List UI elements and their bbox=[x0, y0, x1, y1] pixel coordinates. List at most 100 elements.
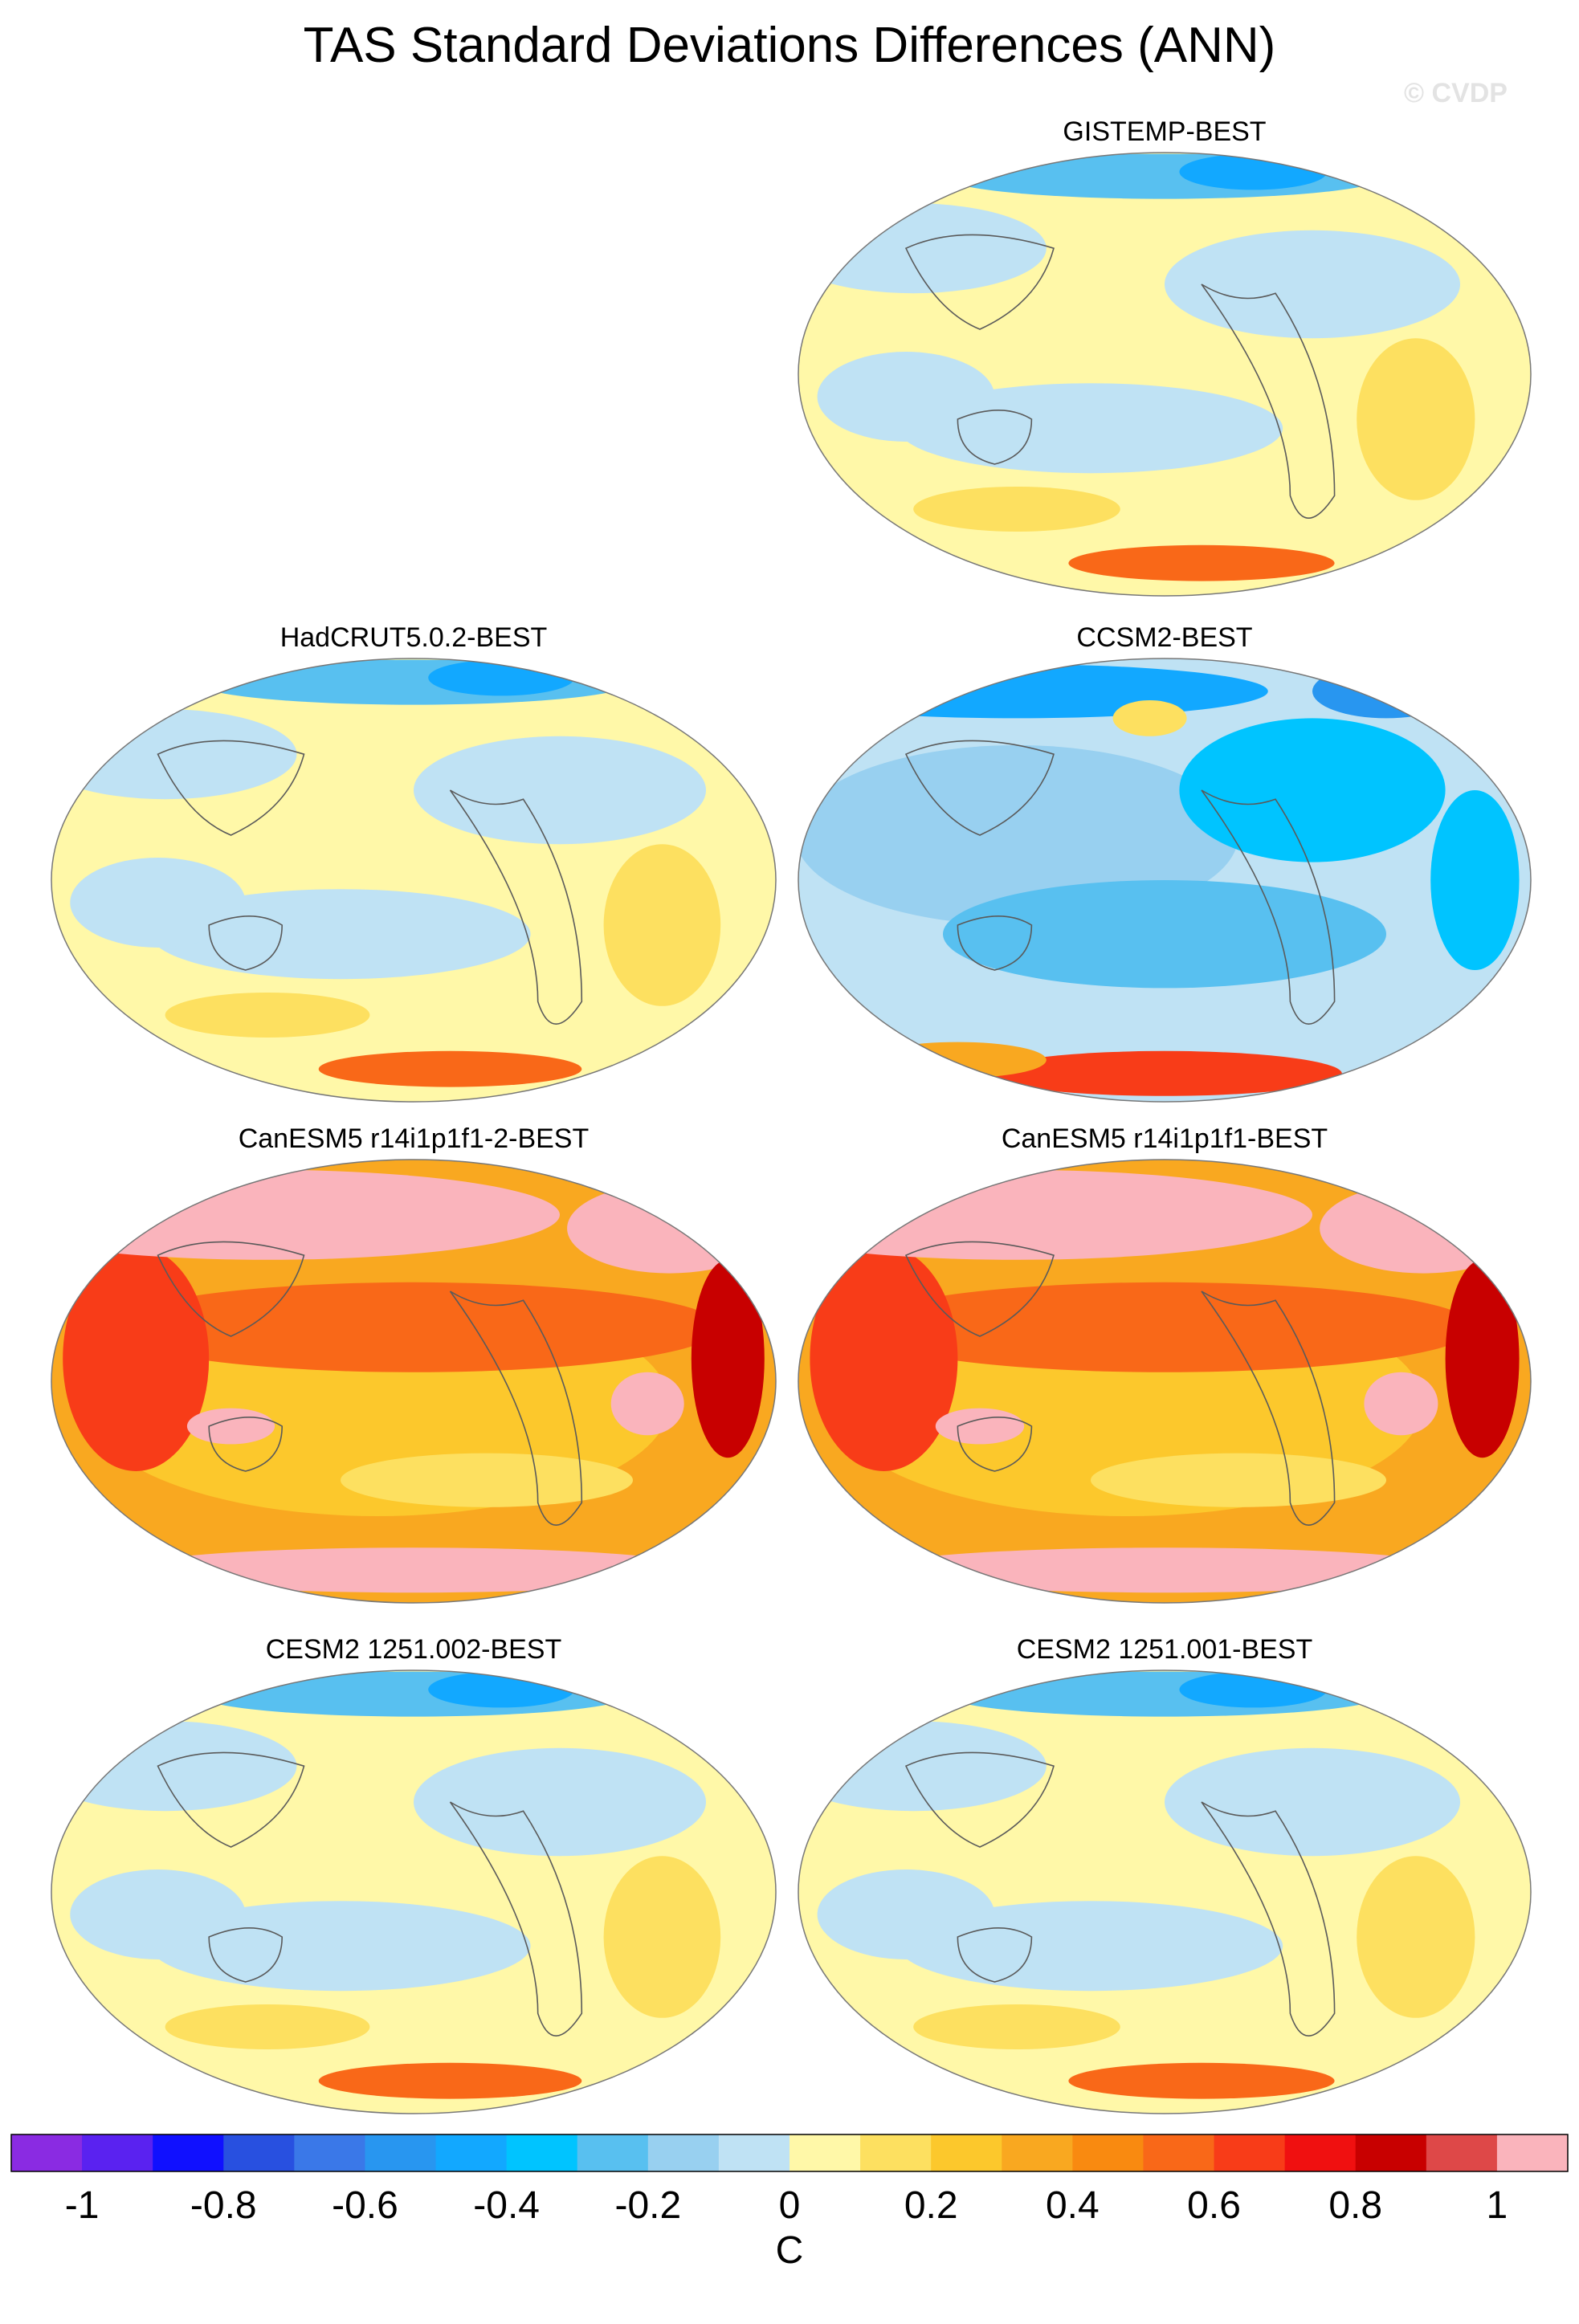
coastline bbox=[904, 1241, 1055, 1337]
coastline bbox=[904, 234, 1055, 330]
colorbar-swatch bbox=[11, 2134, 83, 2171]
coastline bbox=[208, 915, 284, 971]
map-field-region bbox=[898, 383, 1283, 474]
colorbar-swatch bbox=[1426, 2134, 1498, 2171]
coastline bbox=[957, 1927, 1033, 1983]
coastline bbox=[208, 1417, 284, 1472]
map-border bbox=[798, 658, 1532, 1103]
map-field-region bbox=[186, 1408, 275, 1445]
colorbar-tick-label: 0.8 bbox=[1328, 2184, 1382, 2227]
colorbar-tick-label: 0.2 bbox=[904, 2184, 958, 2227]
map-border bbox=[51, 658, 777, 1103]
colorbar-swatch bbox=[435, 2134, 508, 2171]
colorbar-tick-label: -0.6 bbox=[332, 2184, 398, 2227]
coastline bbox=[957, 410, 1033, 465]
panel-title-canesm5: CanESM5 r14i1p1f1-BEST bbox=[1001, 1123, 1328, 1154]
map-field-region bbox=[810, 1246, 958, 1471]
coastline bbox=[904, 740, 1055, 836]
map-field-region bbox=[150, 1901, 531, 1992]
colorbar-swatch bbox=[1355, 2134, 1427, 2171]
map-field-region bbox=[987, 1050, 1342, 1096]
map-field-region bbox=[913, 2004, 1120, 2049]
map-field-region bbox=[943, 880, 1386, 989]
map-field-region bbox=[1357, 1856, 1475, 2018]
map-border bbox=[798, 1670, 1532, 2114]
map-field-region bbox=[1165, 1747, 1460, 1857]
map-field-region bbox=[869, 1042, 1047, 1078]
map-field-region bbox=[603, 844, 721, 1006]
colorbar-tick-label: -1 bbox=[65, 2184, 100, 2227]
colorbar-tick-label: 0 bbox=[779, 2184, 801, 2227]
colorbar-swatch bbox=[1284, 2134, 1357, 2171]
map-field-region bbox=[1112, 700, 1187, 736]
map-field-region bbox=[1312, 664, 1460, 719]
map-field-region bbox=[913, 487, 1120, 532]
map-field-region bbox=[1445, 1259, 1520, 1458]
map-field-region bbox=[1179, 718, 1446, 862]
map-field-region bbox=[898, 1901, 1283, 1992]
coastline bbox=[449, 1290, 583, 1526]
colorbar-swatch bbox=[223, 2134, 295, 2171]
map-field-region bbox=[414, 736, 706, 845]
coastline bbox=[449, 1801, 583, 2037]
map-border bbox=[51, 1670, 777, 2114]
map-field-region bbox=[1068, 2062, 1335, 2099]
map-field-region bbox=[935, 1408, 1025, 1445]
map-field-region bbox=[341, 1453, 633, 1507]
colorbar-swatch bbox=[365, 2134, 437, 2171]
colorbar: -1 -0.8 -0.6 -0.4 -0.2 0 0.2 0.4 0.6 0.8 1 C bbox=[10, 2134, 1569, 2272]
map-field-region bbox=[603, 1856, 721, 2018]
colorbar-swatch bbox=[718, 2134, 790, 2171]
colorbar-swatch bbox=[294, 2134, 365, 2171]
map-field-region bbox=[70, 858, 246, 948]
map-field-region bbox=[106, 1282, 721, 1372]
map-border bbox=[798, 1159, 1532, 1604]
map-gistemp bbox=[798, 152, 1532, 597]
coastline bbox=[157, 1241, 305, 1337]
map-canesm5 bbox=[798, 1159, 1532, 1604]
colorbar-tick-label: -0.4 bbox=[473, 2184, 540, 2227]
map-field-region bbox=[1364, 1372, 1438, 1436]
map-field-region bbox=[121, 1547, 706, 1593]
coastline bbox=[157, 740, 305, 836]
colorbar-swatch bbox=[860, 2134, 932, 2171]
colorbar-tick-label: 1 bbox=[1487, 2184, 1508, 2227]
colorbar-tick-label: -0.2 bbox=[614, 2184, 681, 2227]
map-field-region bbox=[318, 1050, 582, 1087]
colorbar-tick-label: 0.4 bbox=[1046, 2184, 1100, 2227]
colorbar-swatch bbox=[82, 2134, 153, 2171]
coastline bbox=[957, 915, 1033, 971]
map-field-region bbox=[318, 2062, 582, 2099]
cvdp-watermark: © CVDP bbox=[1404, 78, 1508, 108]
colorbar-swatch bbox=[1143, 2134, 1215, 2171]
coastline bbox=[904, 1751, 1055, 1848]
map-field-region bbox=[1320, 1183, 1527, 1274]
coastline bbox=[157, 1751, 305, 1848]
panel-title-ccsm2: CCSM2-BEST bbox=[1076, 622, 1253, 653]
map-field-region bbox=[150, 889, 531, 980]
map-canesm5-2 bbox=[51, 1159, 777, 1604]
colorbar-swatch bbox=[577, 2134, 649, 2171]
colorbar-unit: C bbox=[776, 2229, 804, 2272]
panel-title-hadcrut: HadCRUT5.0.2-BEST bbox=[279, 622, 548, 653]
map-field-region bbox=[854, 1282, 1475, 1372]
coastline bbox=[1201, 789, 1336, 1025]
panel-title-canesm5-2: CanESM5 r14i1p1f1-2-BEST bbox=[238, 1123, 590, 1154]
coastline bbox=[1201, 283, 1336, 519]
colorbar-swatch bbox=[1072, 2134, 1144, 2171]
map-field-region bbox=[63, 1246, 210, 1471]
panel-title-cesm2-001: CESM2 1251.001-BEST bbox=[1016, 1634, 1313, 1665]
map-field-region bbox=[817, 352, 995, 442]
coastline bbox=[208, 1927, 284, 1983]
map-cesm2-002 bbox=[51, 1670, 777, 2114]
map-border bbox=[51, 1159, 777, 1604]
coastline bbox=[449, 789, 583, 1025]
map-field-region bbox=[414, 1747, 706, 1857]
map-ccsm2 bbox=[798, 658, 1532, 1103]
map-border bbox=[798, 152, 1532, 597]
coastline bbox=[957, 1417, 1033, 1472]
map-field-region bbox=[1357, 338, 1475, 500]
map-cesm2-001 bbox=[798, 1670, 1532, 2114]
map-field-region bbox=[1430, 790, 1520, 970]
map-field-region bbox=[165, 993, 370, 1038]
